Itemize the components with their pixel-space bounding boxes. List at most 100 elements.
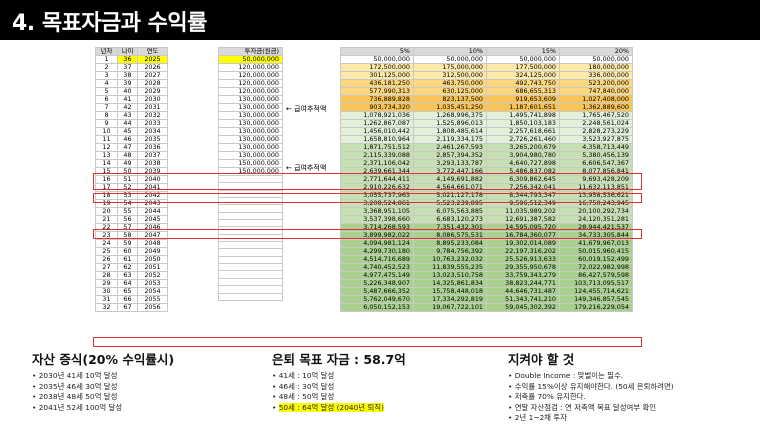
table-row: 24 59 2048 <box>95 239 168 248</box>
rules-list: Double Income : 맞벌이는 필수. 수익률 15%이상 유지해야한… <box>508 371 674 424</box>
table-cell: 42 <box>117 103 138 112</box>
table-row: 16 51 2040 <box>95 175 168 184</box>
table-row: 3,714,268,593 7,351,432,301 14,595,095,720… <box>340 223 633 232</box>
table-row: 3,899,982,022 8,086,575,531 16,784,360,077… <box>340 231 633 240</box>
table-cell: 2,828,273,229 <box>559 127 633 136</box>
table-cell: 37 <box>117 63 138 72</box>
table-cell: 44 <box>117 119 138 128</box>
table-cell: 38,823,244,771 <box>486 279 560 288</box>
table-row: 28 63 2052 <box>95 271 168 280</box>
table-cell: 4,514,716,689 <box>340 255 414 264</box>
table-cell: 2044 <box>137 207 168 216</box>
table-cell: 6,050,152,153 <box>340 303 414 312</box>
table-cell: 4,149,691,882 <box>413 175 487 184</box>
table-row <box>218 248 283 257</box>
table-row: 10 45 2034 <box>95 127 168 136</box>
table-cell: 2054 <box>137 287 168 296</box>
asset-growth-section: 자산 증식(20% 수익률시) 2030년 41세 10억 달성 2035년 4… <box>32 349 174 413</box>
table-cell: 62 <box>117 263 138 272</box>
table-cell: 86,427,579,598 <box>559 271 633 280</box>
table-header-row: 년차 나이 연도 <box>95 47 168 56</box>
table-cell: 4,564,661,071 <box>413 183 487 192</box>
table-cell: 2042 <box>137 191 168 200</box>
table-cell: 2037 <box>137 151 168 160</box>
table-row <box>218 174 283 184</box>
page-title: 4. 목표자금과 수익률 <box>12 11 207 36</box>
table-cell: 64 <box>117 279 138 288</box>
table-row: 9 44 2033 <box>95 119 168 128</box>
table-cell: 8,344,793,347 <box>486 191 560 200</box>
list-item: 50세 : 64억 달성 (2040년 퇴직) <box>272 402 406 414</box>
table-cell: 20,100,292,734 <box>559 207 633 216</box>
column-header: 20% <box>559 47 633 56</box>
table-row: 6 41 2030 <box>95 95 168 104</box>
table-cell: 27 <box>95 263 118 272</box>
table-cell: 54 <box>117 199 138 208</box>
table-cell: 150,000,000 <box>218 167 283 176</box>
column-header: 나이 <box>117 47 138 56</box>
table-cell: 3,055,737,963 <box>340 191 414 200</box>
table-cell: 29,355,950,678 <box>486 263 560 272</box>
table-cell: 4,358,713,449 <box>559 143 633 152</box>
table-row <box>218 182 283 191</box>
table-cell: 130,000,000 <box>218 95 283 104</box>
table-cell: 130,000,000 <box>218 119 283 128</box>
table-cell: 5,523,239,895 <box>413 199 487 208</box>
table-row: 130,000,000 <box>218 119 283 128</box>
rules-title: 지켜야 할 것 <box>508 352 575 367</box>
table-row: 2,771,644,411 4,149,691,882 6,309,862,645 9… <box>340 175 633 184</box>
table-cell: 130,000,000 <box>218 103 283 112</box>
year-age-table: 년차 나이 연도 1 36 2025 2 37 2026 3 38 2027 4 39 2028 5 40 202… <box>95 47 168 312</box>
table-row: 7 42 2031 <box>95 103 168 112</box>
table-cell: 577,990,313 <box>340 87 414 96</box>
table-row: 2 37 2026 <box>95 63 168 72</box>
table-cell: 2,857,394,352 <box>413 151 487 160</box>
table-cell: 179,216,229,054 <box>559 303 633 312</box>
table-cell: 2053 <box>137 279 168 288</box>
table-cell: 630,125,000 <box>413 87 487 96</box>
table-cell: 2034 <box>137 127 168 136</box>
table-cell: 58 <box>117 231 138 240</box>
table-cell: 2030 <box>137 95 168 104</box>
highlighted-text: 50세 : 64억 달성 (2040년 퇴직) <box>278 402 384 412</box>
table-cell <box>218 270 283 279</box>
table-cell: 2026 <box>137 63 168 72</box>
table-cell: 492,743,750 <box>486 79 560 88</box>
table-cell: 2027 <box>137 71 168 80</box>
table-cell: 736,889,828 <box>340 95 414 104</box>
table-cell: 180,000,000 <box>559 63 633 72</box>
table-header-row: 5% 10% 15% 20% <box>340 47 633 56</box>
table-cell: 1,027,408,000 <box>559 95 633 104</box>
table-cell: 2,115,339,088 <box>340 151 414 160</box>
table-row: 4,977,475,149 13,023,510,758 33,759,343,27… <box>340 271 633 280</box>
table-row <box>218 277 283 287</box>
table-row: 14 49 2038 <box>95 159 168 168</box>
table-cell: 67 <box>117 303 138 312</box>
table-cell: 44,646,731,487 <box>486 287 560 296</box>
table-cell: 1,078,921,036 <box>340 111 414 120</box>
table-cell: 17 <box>95 183 118 192</box>
table-row: 130,000,000 <box>218 135 283 144</box>
table-row: 4,299,730,180 9,784,756,392 22,197,316,202… <box>340 247 633 256</box>
table-cell: 24,120,351,281 <box>559 215 633 224</box>
table-cell: 7 <box>95 103 118 112</box>
table-row: 130,000,000 <box>218 127 283 136</box>
list-item: 2년 1~2채 투자 <box>508 413 674 424</box>
table-cell: 50,000,000 <box>340 55 414 64</box>
table-cell: 53 <box>117 191 138 200</box>
table-row: 26 61 2050 <box>95 255 168 264</box>
salary-note-2: ← 급여추적액 <box>286 164 327 172</box>
table-row: 32 67 2056 <box>95 303 168 312</box>
table-cell: 15,758,448,018 <box>413 287 487 296</box>
table-cell: 5,486,837,082 <box>486 167 560 176</box>
table-cell: 312,500,000 <box>413 71 487 80</box>
table-row: 2,371,106,042 3,293,133,787 4,640,727,898 6… <box>340 159 633 168</box>
table-cell: 150,000,000 <box>218 159 283 168</box>
table-row: 903,734,320 1,035,451,250 1,187,601,651 1,3… <box>340 103 633 112</box>
table-cell: 124,455,714,621 <box>559 287 633 296</box>
table-cell: 2,910,226,632 <box>340 183 414 192</box>
table-cell: 1,525,896,013 <box>413 119 487 128</box>
table-cell: 130,000,000 <box>218 143 283 152</box>
table-cell: 1 <box>95 55 118 64</box>
table-cell: 8 <box>95 111 118 120</box>
